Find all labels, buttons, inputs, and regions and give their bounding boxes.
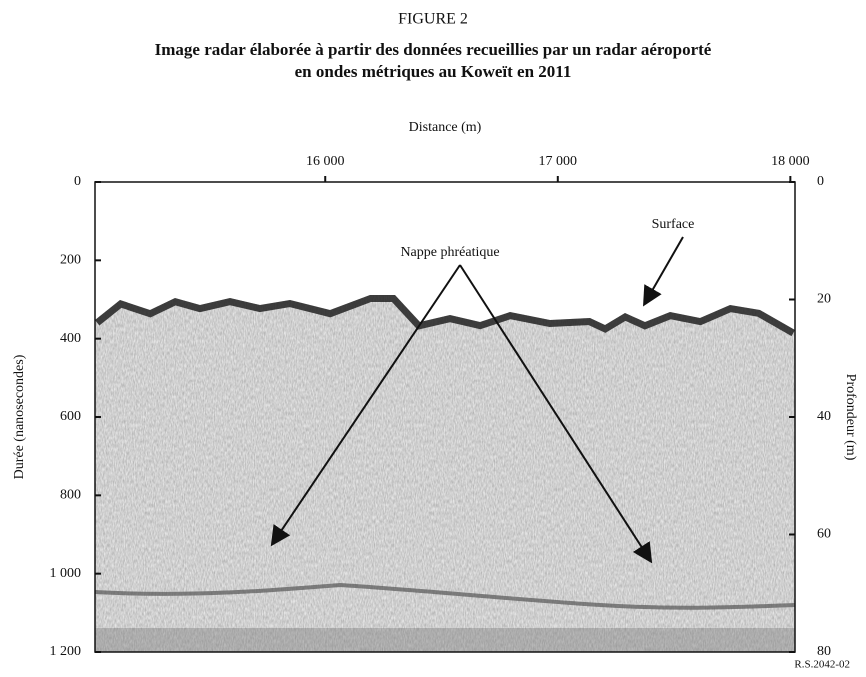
y-tick-label: 600 — [60, 409, 81, 424]
y-axis-label: Durée (nanosecondes) — [12, 354, 27, 479]
figure-title: Image radar élaborée à partir des donnée… — [155, 40, 712, 81]
y-tick-label: 0 — [74, 174, 81, 189]
y2-axis-label: Profondeur (m) — [843, 374, 858, 461]
y-tick-label: 800 — [60, 488, 81, 503]
y2-tick-label: 0 — [817, 174, 824, 189]
radar-image — [95, 290, 795, 652]
x-tick-label: 16 000 — [306, 154, 345, 169]
y-tick-label: 1 200 — [50, 644, 82, 659]
y2-tick-label: 40 — [817, 409, 831, 424]
figure-number: FIGURE 2 — [398, 11, 468, 28]
reference: R.S.2042-02 — [794, 659, 850, 671]
arrow — [645, 237, 683, 303]
x-tick-label: 17 000 — [539, 154, 578, 169]
x-axis-label: Distance (m) — [409, 120, 482, 135]
y2-tick-label: 20 — [817, 292, 831, 307]
y-tick-label: 1 000 — [50, 566, 82, 581]
y-tick-label: 200 — [60, 253, 81, 268]
annotation: Surface — [652, 217, 695, 232]
y-tick-label: 400 — [60, 331, 81, 346]
figure: FIGURE 2 Image radar élaborée à partir d… — [0, 0, 866, 677]
annotation: Nappe phréatique — [400, 245, 499, 260]
y2-tick-label: 80 — [817, 644, 831, 659]
y2-tick-label: 60 — [817, 527, 831, 542]
x-tick-label: 18 000 — [771, 154, 810, 169]
